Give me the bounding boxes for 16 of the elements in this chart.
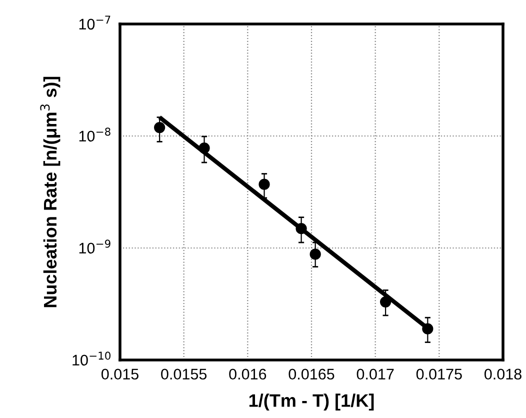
x-tick-label: 0.0175 bbox=[416, 368, 462, 380]
x-tick-label: 0.016 bbox=[229, 368, 266, 380]
x-tick-label: 0.0155 bbox=[161, 368, 207, 380]
y-tick-label: 10$^{−9}$ bbox=[79, 240, 110, 254]
y-tick-label: 10$^{−7}$ bbox=[79, 16, 110, 30]
x-tick-label: 0.018 bbox=[484, 368, 522, 380]
x-tick-label: 0.015 bbox=[101, 368, 138, 380]
x-tick-label: 0.0165 bbox=[288, 368, 334, 380]
point bbox=[154, 122, 166, 134]
x-axis-title: 1/(Tm - T) [1/K] bbox=[249, 394, 374, 411]
point bbox=[310, 248, 321, 260]
y-tick-label: 10$^{−10}$ bbox=[72, 352, 110, 366]
y-axis-title: Nucleation Rate [n/(μm$^{3}$ s)] bbox=[40, 76, 60, 308]
y-tick-label: 10$^{−8}$ bbox=[79, 128, 110, 142]
x-tick-label: 0.017 bbox=[356, 368, 394, 380]
point bbox=[258, 178, 270, 190]
